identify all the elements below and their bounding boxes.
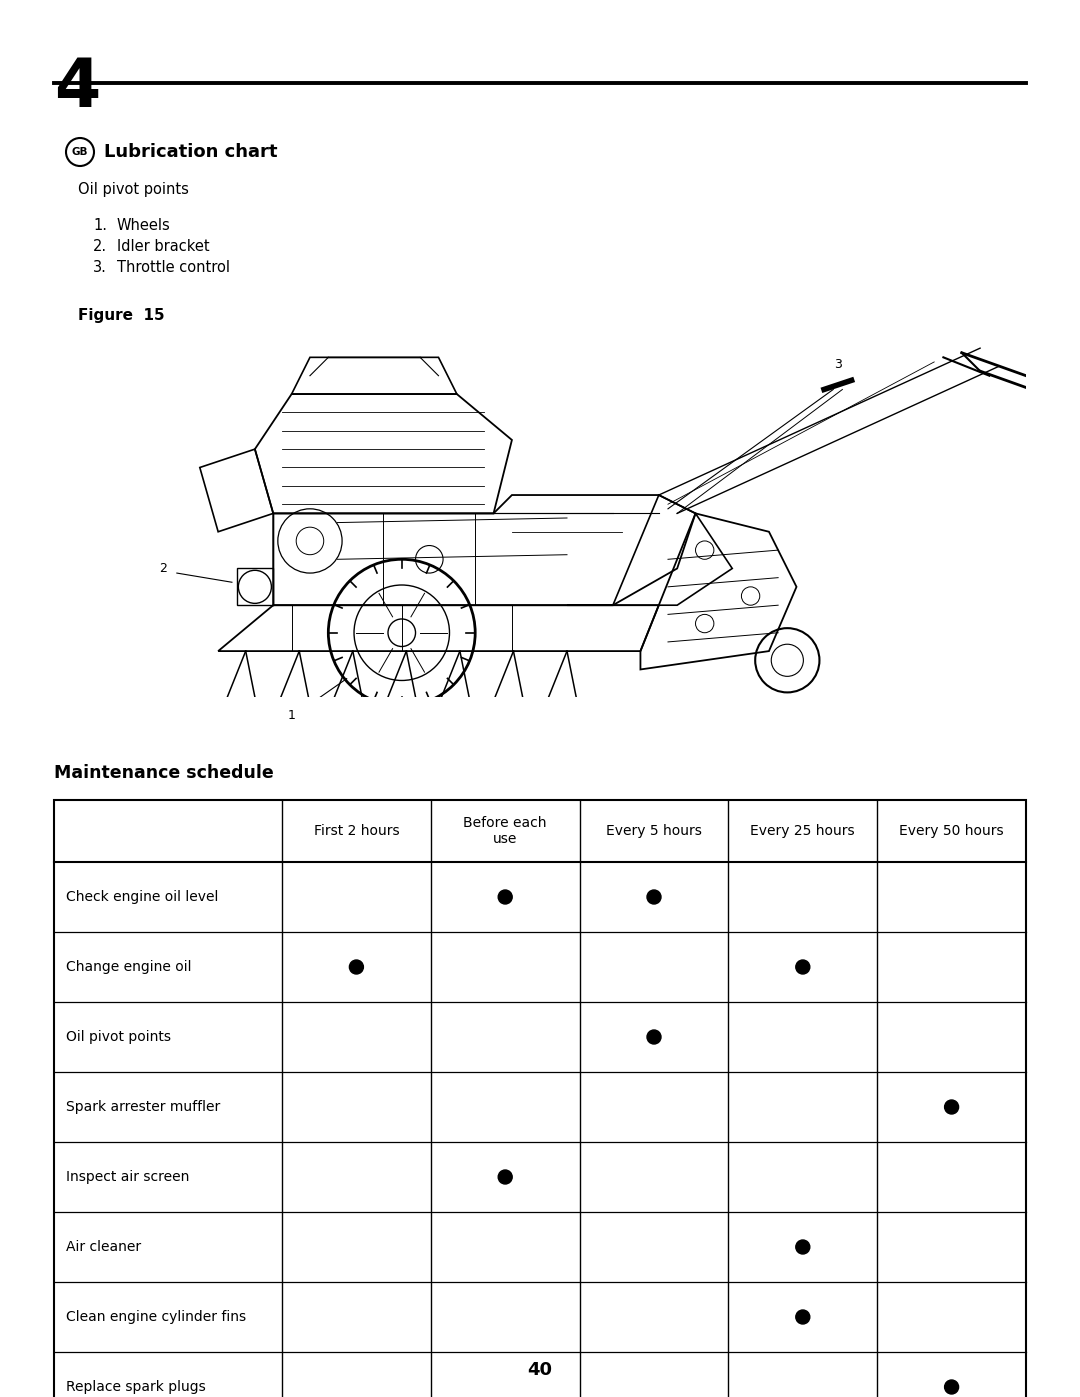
Text: Maintenance schedule: Maintenance schedule	[54, 764, 273, 782]
Text: Every 5 hours: Every 5 hours	[606, 824, 702, 838]
Bar	[54, 800, 1026, 1397]
Circle shape	[796, 1310, 810, 1324]
Circle shape	[796, 960, 810, 974]
Text: 2.: 2.	[93, 239, 107, 254]
Circle shape	[498, 1171, 512, 1185]
Text: 40: 40	[527, 1361, 553, 1379]
Text: 3.: 3.	[93, 260, 107, 275]
Circle shape	[945, 1380, 959, 1394]
Text: Change engine oil: Change engine oil	[66, 960, 191, 974]
Text: Every 50 hours: Every 50 hours	[900, 824, 1004, 838]
Text: GB: GB	[71, 147, 89, 156]
Text: Throttle control: Throttle control	[117, 260, 230, 275]
Text: Wheels: Wheels	[117, 218, 171, 233]
Text: Air cleaner: Air cleaner	[66, 1241, 141, 1255]
Text: 4: 4	[54, 54, 100, 122]
Text: Check engine oil level: Check engine oil level	[66, 890, 218, 904]
Text: 1.: 1.	[93, 218, 107, 233]
Text: 1: 1	[287, 708, 296, 722]
Text: Oil pivot points: Oil pivot points	[66, 1030, 171, 1044]
Text: Idler bracket: Idler bracket	[117, 239, 210, 254]
Text: 2: 2	[159, 562, 167, 576]
Text: Replace spark plugs: Replace spark plugs	[66, 1380, 206, 1394]
Text: Clean engine cylinder fins: Clean engine cylinder fins	[66, 1310, 246, 1324]
Text: Inspect air screen: Inspect air screen	[66, 1171, 189, 1185]
Circle shape	[647, 1030, 661, 1044]
Text: Every 25 hours: Every 25 hours	[751, 824, 855, 838]
Circle shape	[498, 890, 512, 904]
Circle shape	[945, 1099, 959, 1113]
Text: Spark arrester muffler: Spark arrester muffler	[66, 1099, 220, 1113]
Circle shape	[350, 960, 363, 974]
Text: First 2 hours: First 2 hours	[313, 824, 400, 838]
Circle shape	[796, 1241, 810, 1255]
Text: Oil pivot points: Oil pivot points	[78, 182, 189, 197]
Text: Before each
use: Before each use	[463, 816, 546, 847]
Text: Figure  15: Figure 15	[78, 307, 164, 323]
Text: 3: 3	[834, 358, 841, 372]
Text: Lubrication chart: Lubrication chart	[104, 142, 278, 161]
Circle shape	[647, 890, 661, 904]
